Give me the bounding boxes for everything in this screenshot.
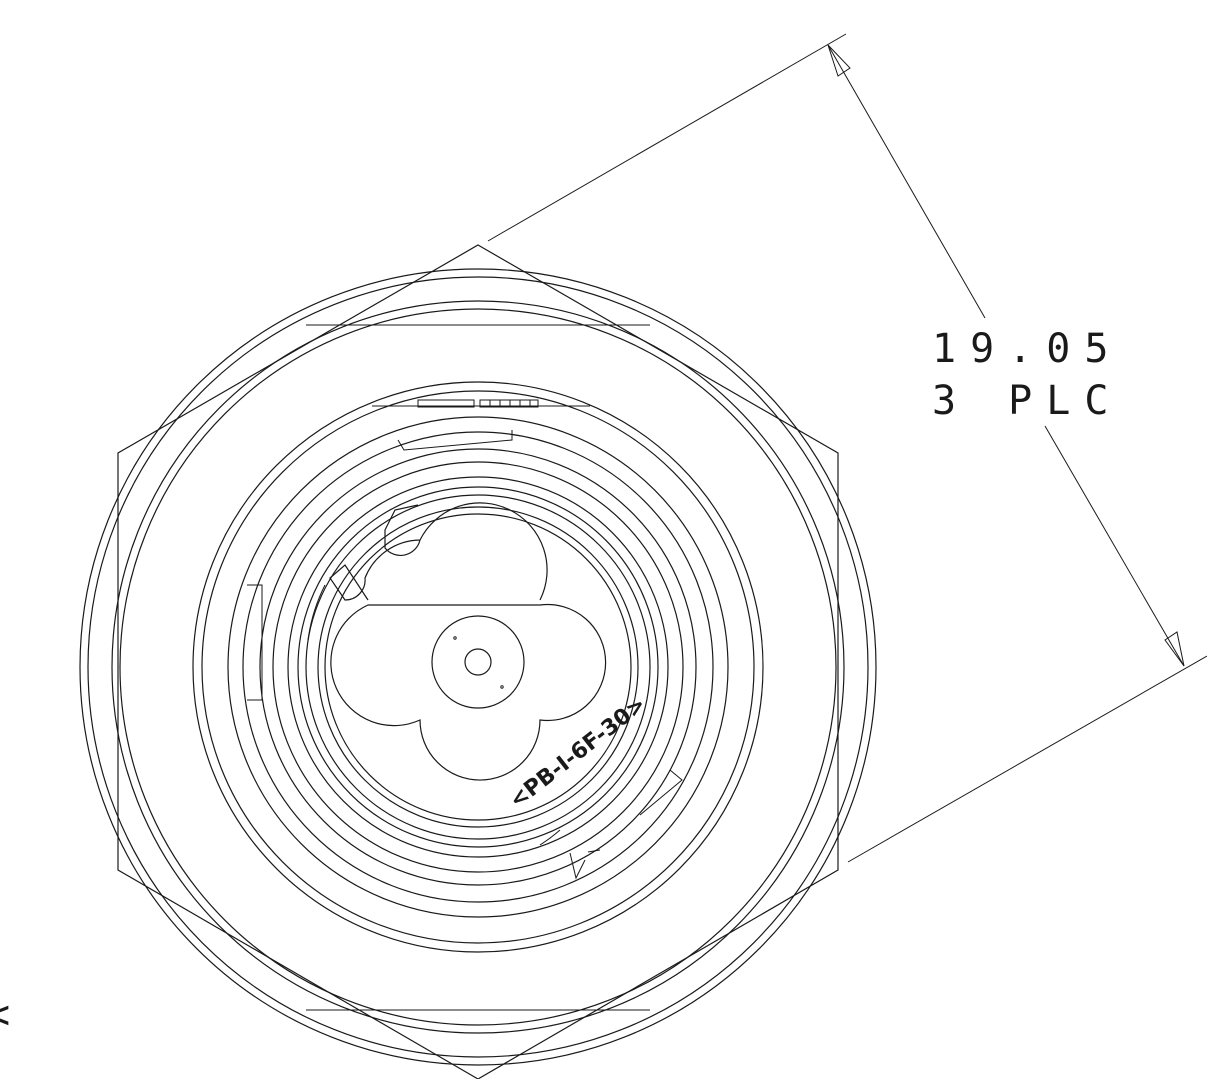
dimension-note: 3 PLC [932,378,1122,424]
hex-nut [117,244,839,1079]
outer-body [79,268,877,1066]
dimension-value: 19.05 [932,326,1122,372]
inner-rings [192,381,764,953]
part-marking: <PB-I-6F-30> [505,692,651,814]
dimension-lines [487,33,1207,863]
inner-cylinder [307,506,639,846]
four-lobe-insert [329,502,607,781]
top-tabs [247,399,683,880]
edge-fragment: < [0,992,10,1038]
